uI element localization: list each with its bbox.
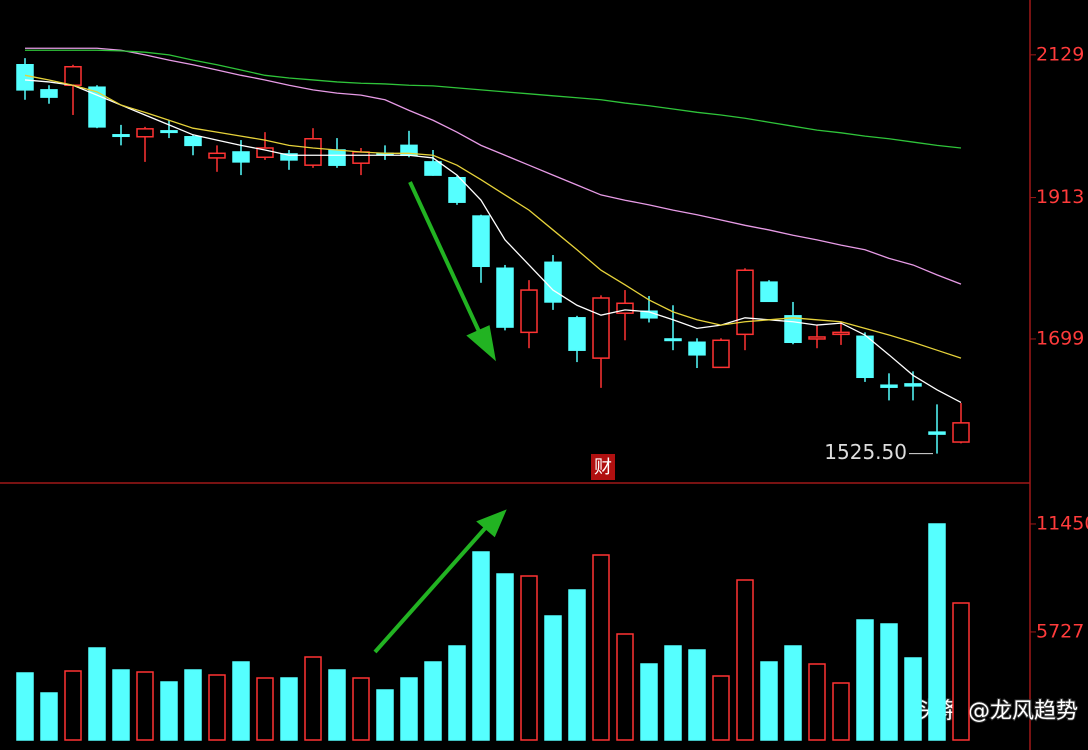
volume-bar <box>952 602 970 741</box>
candle-body <box>256 147 274 159</box>
volume-bar <box>256 677 274 741</box>
volume-bar <box>520 575 538 741</box>
candle-body <box>232 151 250 163</box>
candle-body <box>856 335 874 379</box>
volume-bar <box>208 674 226 741</box>
candle-body <box>880 384 898 388</box>
y-tick-label: 5727 <box>1036 620 1084 642</box>
candle-body <box>328 149 346 166</box>
moving-average <box>24 74 962 359</box>
candle-body <box>592 297 610 359</box>
volume-bar <box>664 645 682 741</box>
volume-bar <box>496 573 514 741</box>
volume-bar <box>232 661 250 741</box>
candle-body <box>424 161 442 176</box>
volume-bar <box>808 663 826 741</box>
candle-body <box>352 151 370 164</box>
volume-bar <box>880 623 898 741</box>
candle-body <box>616 302 634 314</box>
candle-body <box>520 289 538 334</box>
candle-body <box>208 152 226 159</box>
volume-bar <box>472 551 490 741</box>
candle-body <box>160 130 178 134</box>
volume-bar <box>352 677 370 741</box>
trend-arrow <box>373 181 507 654</box>
volume-bar <box>568 589 586 741</box>
volume-bar <box>16 672 34 741</box>
volume-bar <box>592 554 610 741</box>
candle-body <box>760 281 778 303</box>
volume-bar <box>760 661 778 741</box>
volume-bar <box>712 675 730 741</box>
volume-bar <box>640 663 658 741</box>
candle-body <box>808 336 826 340</box>
volume-bar <box>856 619 874 741</box>
candle-body <box>928 431 946 435</box>
moving-average <box>25 49 962 149</box>
candle-body <box>736 269 754 336</box>
candle-body <box>472 215 490 268</box>
candle-body <box>688 341 706 356</box>
volume-bar <box>688 649 706 741</box>
volume-bar <box>448 645 466 741</box>
volume-bar <box>112 669 130 741</box>
candle-body <box>712 339 730 369</box>
y-tick-label: 11450 <box>1036 512 1088 534</box>
candle-body <box>280 153 298 161</box>
marker-box <box>591 454 615 480</box>
volume-bar <box>328 669 346 741</box>
candle-body <box>64 65 82 86</box>
volume-bar <box>304 656 322 741</box>
candle-body <box>304 138 322 166</box>
volume-bar <box>88 647 106 741</box>
volume-bar <box>280 677 298 741</box>
volume-bar <box>136 671 154 741</box>
moving-average <box>24 79 962 403</box>
candle-body <box>136 128 154 138</box>
volume-bar <box>904 657 922 741</box>
volume-bar <box>616 633 634 741</box>
candle-body <box>832 331 850 336</box>
volume-bar <box>424 661 442 741</box>
volume-bar <box>400 677 418 741</box>
candle-body <box>904 383 922 387</box>
candle-body <box>448 176 466 203</box>
y-tick-label: 1699 <box>1036 327 1084 349</box>
candle-body <box>184 136 202 147</box>
low-annotation: 1525.50 <box>824 440 907 464</box>
moving-average <box>25 47 962 285</box>
candle-body <box>784 315 802 344</box>
candle-body <box>40 89 58 98</box>
volume-bar <box>184 669 202 741</box>
y-tick-label: 2129 <box>1036 43 1084 65</box>
y-tick-label: 1913 <box>1036 186 1084 208</box>
volume-bar <box>832 682 850 741</box>
candle-body <box>544 261 562 303</box>
volume-bar <box>376 689 394 741</box>
volume-bar <box>928 523 946 741</box>
candle-body <box>952 422 970 443</box>
candle-body <box>568 317 586 351</box>
volume-bar <box>64 670 82 741</box>
candle-body <box>664 338 682 342</box>
volume-bar <box>784 645 802 741</box>
volume-bar <box>40 692 58 741</box>
volume-bar <box>544 615 562 741</box>
volume-bar <box>736 579 754 741</box>
candle-body <box>112 134 130 138</box>
candle-body <box>16 64 34 91</box>
event-marker: 财 <box>594 457 612 478</box>
volume-bar <box>160 681 178 741</box>
candle-body <box>496 267 514 328</box>
